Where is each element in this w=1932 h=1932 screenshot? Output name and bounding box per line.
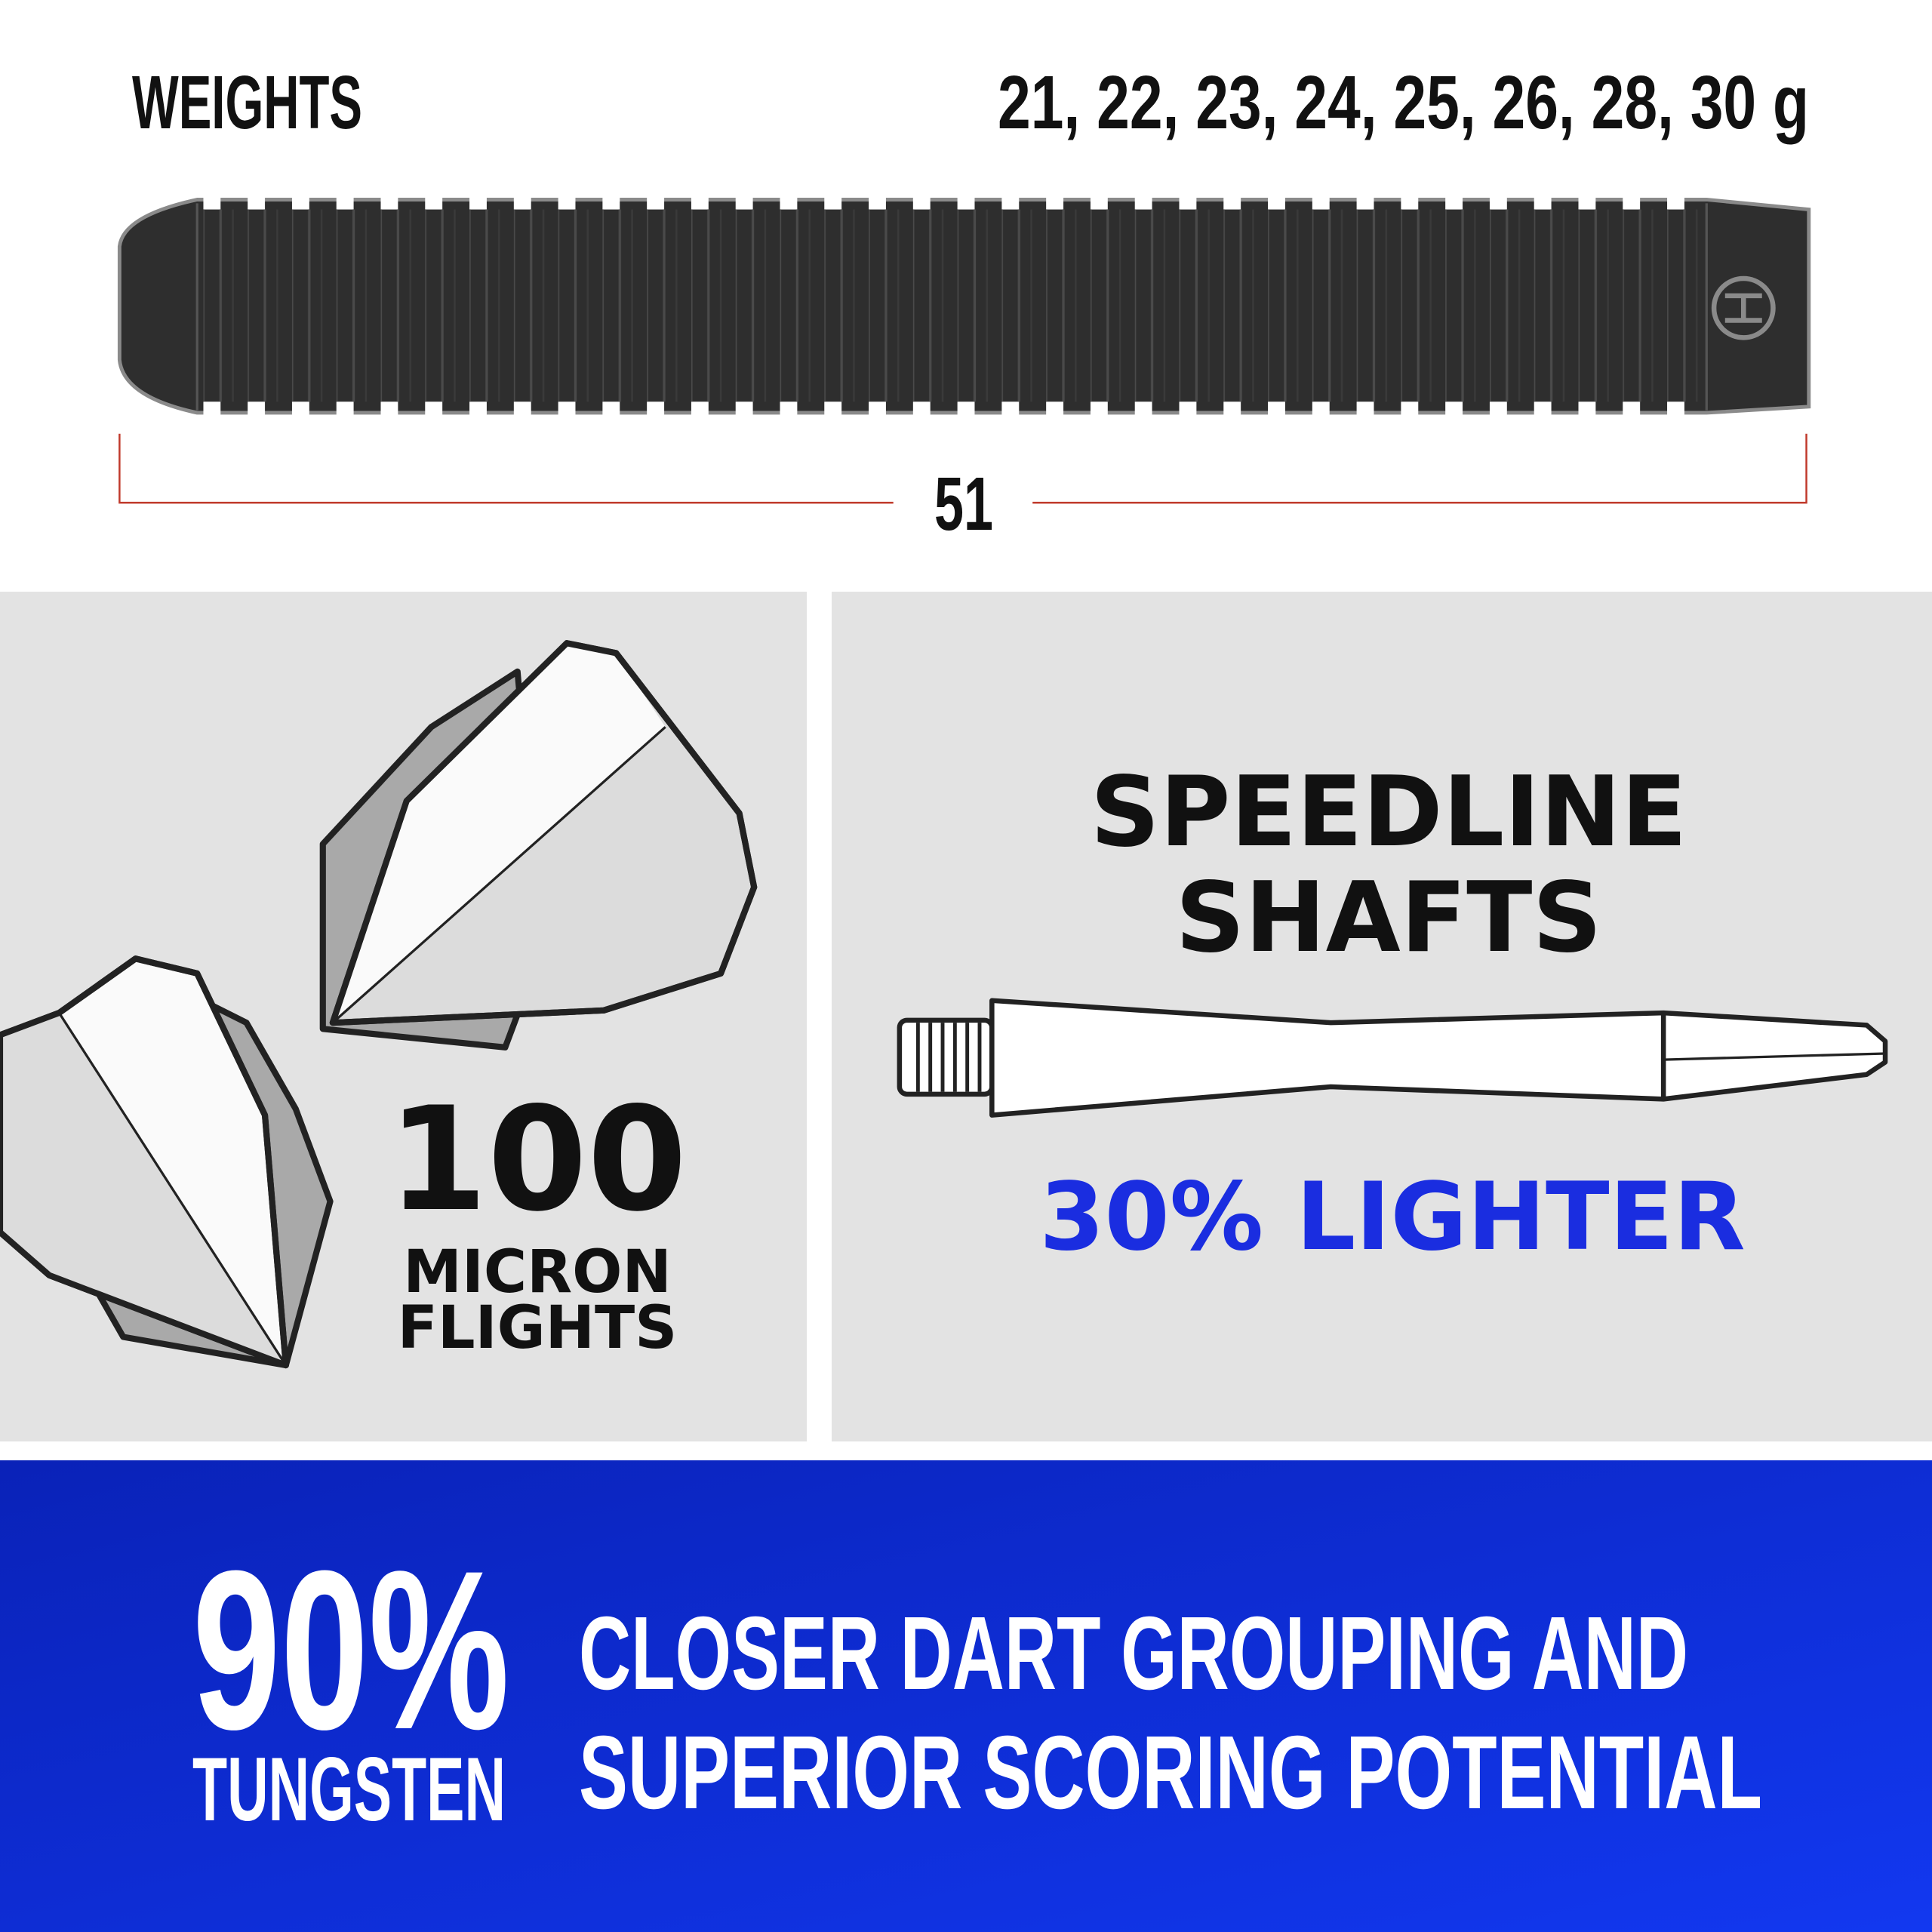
shafts-title-line1: SPEEDLINE — [1091, 756, 1687, 869]
shafts-title-line2: SHAFTS — [1175, 862, 1601, 974]
barrel-illustration — [117, 194, 1811, 504]
length-label: 51 — [934, 462, 993, 546]
banner — [0, 1460, 1932, 1932]
flights-line1: MICRON — [403, 1238, 672, 1306]
weights-list: 21, 22, 23, 24, 25, 26, 28, 30 g — [998, 60, 1809, 145]
tungsten-label: TUNGSTEN — [192, 1739, 506, 1840]
flights-number: 100 — [388, 1076, 688, 1243]
banner-line2: SUPERIOR SCORING POTENTIAL — [579, 1715, 1762, 1831]
flights-line2: FLIGHTS — [398, 1294, 678, 1362]
banner-line1: CLOSER DART GROUPING AND — [579, 1595, 1688, 1712]
flights-illustration — [0, 640, 758, 1369]
shaft-illustration — [897, 998, 1888, 1118]
shafts-claim: 30% LIGHTER — [1039, 1163, 1745, 1272]
weights-label: WEIGHTS — [132, 60, 362, 145]
tungsten-stat: 90% — [192, 1523, 509, 1777]
